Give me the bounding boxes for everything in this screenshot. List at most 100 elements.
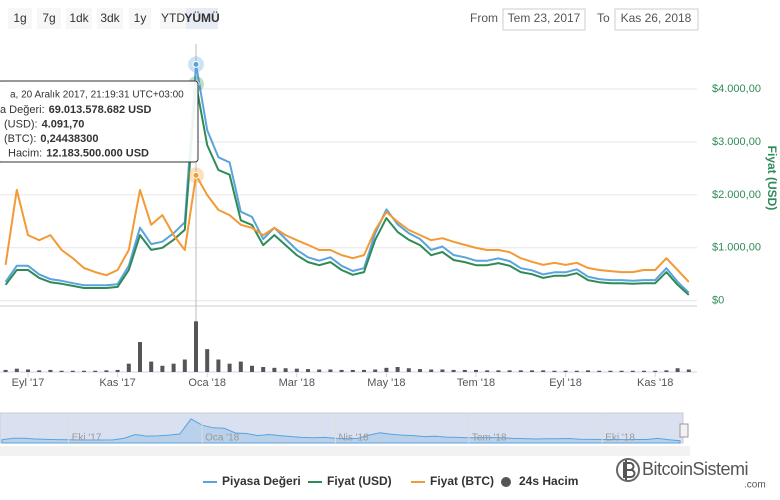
volume-bar — [664, 370, 669, 372]
legend-item[interactable]: Fiyat (BTC) — [411, 474, 494, 488]
volume-bar — [350, 369, 355, 372]
volume-bar — [205, 349, 210, 372]
watermark-icon-glyph — [623, 460, 636, 480]
legend-item[interactable]: Piyasa Değeri — [203, 474, 301, 488]
volume-bar — [597, 370, 602, 372]
volume-bar — [317, 369, 322, 372]
volume-bar — [272, 367, 277, 372]
navigator-label: Eki '17 — [72, 433, 102, 444]
range-button-label[interactable]: 7g — [42, 11, 55, 25]
range-button-label[interactable]: YÜMÜ — [184, 10, 219, 25]
volume-bar — [250, 365, 254, 372]
volume-bar — [518, 370, 523, 372]
hover-point — [192, 60, 200, 68]
volume-bar — [418, 369, 422, 372]
volume-bar — [14, 368, 19, 372]
series-line — [4, 83, 690, 296]
volume-bar — [339, 369, 344, 372]
tooltip-value: 69.013.578.682 USD — [49, 104, 152, 116]
range-button[interactable] — [66, 8, 92, 29]
to-input[interactable] — [614, 8, 699, 31]
volume-bar — [283, 368, 288, 372]
volume-bar — [362, 369, 366, 372]
tooltip-box — [0, 80, 199, 163]
volume-bar — [485, 370, 490, 372]
y-tick-label: $1.000,00 — [712, 242, 761, 254]
legend-item[interactable]: 24s Hacim — [501, 474, 578, 488]
tooltip-label: (BTC): — [4, 133, 36, 145]
range-button[interactable] — [186, 8, 218, 29]
legend-item[interactable]: Fiyat (USD) — [308, 474, 392, 488]
y-tick-label: $4.000,00 — [712, 83, 761, 95]
y-tick-label: $2.000,00 — [712, 189, 761, 201]
volume-bar — [48, 369, 53, 372]
range-button[interactable] — [37, 8, 61, 29]
volume-bar — [26, 369, 30, 372]
volume-bar — [182, 359, 187, 372]
range-button[interactable] — [8, 8, 32, 29]
from-date[interactable]: Tem 23, 2017 — [508, 11, 581, 25]
from-input[interactable] — [502, 8, 586, 31]
legend-label[interactable]: Fiyat (BTC) — [430, 474, 494, 488]
series-line — [4, 174, 690, 283]
range-button-label[interactable]: 1g — [13, 11, 26, 25]
volume-bar — [126, 363, 131, 372]
watermark-suffix: .com — [744, 480, 766, 491]
navigator-area — [1, 418, 681, 444]
range-button-label[interactable]: YTD — [161, 11, 185, 25]
volume-bar — [619, 370, 624, 372]
volume-bar — [138, 342, 142, 372]
x-tick-label: Tem '18 — [457, 377, 495, 389]
volume-bar — [440, 369, 445, 372]
volume-bar — [59, 370, 64, 372]
tooltip: a, 20 Aralık 2017, 21:19:31 UTC+03:00 a D… — [0, 80, 199, 163]
volume-bar — [216, 359, 221, 372]
hover-point — [192, 171, 200, 179]
x-tick-label: Eyl '17 — [12, 377, 45, 389]
volume-bar — [686, 369, 691, 372]
y-axis-title: Fiyat (USD) — [765, 146, 779, 211]
navigator-label: Tem '18 — [472, 433, 507, 444]
volume-bar — [541, 370, 546, 372]
y-tick-label: $3.000,00 — [712, 136, 761, 148]
tooltip-value: 12.183.500.000 USD — [46, 147, 149, 159]
volume-bar — [653, 370, 658, 372]
legend-label[interactable]: Fiyat (USD) — [327, 474, 392, 488]
volume-bar — [194, 321, 198, 372]
volume-bar — [115, 369, 120, 372]
tooltip-value: 0,24438300 — [40, 133, 98, 145]
volume-bar — [642, 370, 646, 372]
range-button-label[interactable]: 1y — [134, 11, 147, 25]
x-tick-label: May '18 — [367, 377, 405, 389]
to-label: To — [597, 11, 610, 25]
volume-bar — [586, 370, 590, 372]
volume-bar — [384, 367, 389, 372]
range-button[interactable] — [129, 8, 151, 29]
volume-bar — [552, 370, 557, 372]
volume-bar — [160, 365, 165, 372]
volume-bar — [238, 361, 243, 372]
navigator-label: Nis '18 — [338, 433, 369, 444]
watermark-name: BitcoinSistemi — [642, 459, 748, 479]
range-button[interactable] — [97, 8, 123, 29]
volume-bar — [328, 369, 333, 372]
range-button[interactable] — [160, 8, 186, 29]
legend-label[interactable]: Piyasa Değeri — [222, 474, 301, 488]
range-button-label[interactable]: 3dk — [100, 11, 120, 25]
legend-symbol[interactable] — [501, 477, 511, 487]
navigator-handle[interactable] — [679, 423, 689, 438]
volume-bar — [406, 368, 411, 372]
scrollbar-track[interactable] — [0, 446, 690, 456]
volume-bar — [104, 370, 109, 372]
legend-label[interactable]: 24s Hacim — [519, 474, 578, 488]
tooltip-row: (BTC): 0,24438300 — [4, 133, 99, 145]
range-button-label[interactable]: 1dk — [69, 11, 89, 25]
x-tick-label: Oca '18 — [188, 377, 226, 389]
tooltip-header: a, 20 Aralık 2017, 21:19:31 UTC+03:00 — [10, 90, 184, 101]
volume-bar — [530, 370, 534, 372]
volume-bar — [261, 367, 266, 372]
navigator-label: Eki '18 — [605, 433, 635, 444]
volume-bar — [474, 369, 478, 372]
volume-bar — [675, 368, 680, 372]
to-date[interactable]: Kas 26, 2018 — [621, 11, 692, 25]
